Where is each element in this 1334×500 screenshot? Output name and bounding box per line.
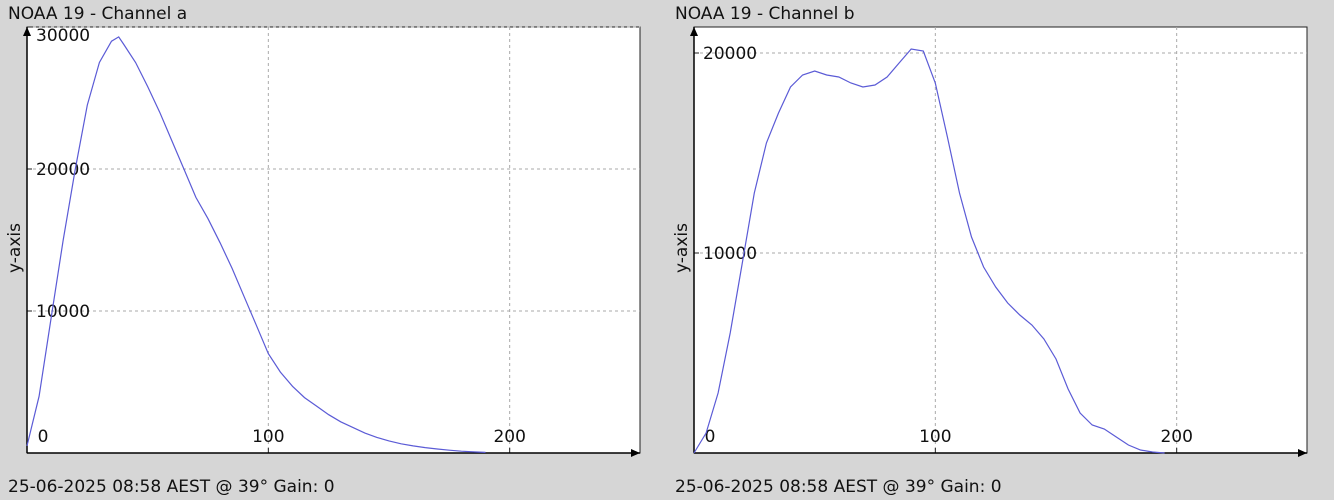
chart-title: NOAA 19 - Channel a	[8, 4, 187, 24]
y-axis-arrow	[690, 27, 698, 36]
x-tick-label: 200	[493, 427, 525, 447]
footer-status: 25-06-2025 08:58 AEST @ 39° Gain: 0	[675, 477, 1002, 497]
y-tick-label: 10000	[36, 302, 90, 322]
y-axis-label: y-axis	[672, 223, 692, 273]
plot-area	[693, 26, 1308, 454]
chart-title: NOAA 19 - Channel b	[675, 4, 855, 24]
y-tick-label: 10000	[703, 244, 757, 264]
y-tick-label: 20000	[703, 44, 757, 64]
x-tick-label: 100	[252, 427, 284, 447]
y-tick-label: 20000	[36, 160, 90, 180]
y-axis-arrow	[23, 27, 31, 36]
x-tick-label: 100	[919, 427, 951, 447]
y-tick-label: 30000	[36, 26, 90, 46]
data-line	[693, 48, 1165, 454]
x-axis-arrow	[1298, 449, 1307, 457]
x-tick-label: 200	[1160, 427, 1192, 447]
chart-panel: NOAA 19 - Channel a 25-06-2025 08:58 AEST…	[5, 4, 641, 497]
y-axis-label: y-axis	[5, 223, 25, 273]
x-tick-label: 0	[38, 427, 49, 447]
x-tick-label: 0	[705, 427, 716, 447]
plot-area	[26, 26, 641, 454]
data-line	[26, 36, 486, 453]
x-axis-arrow	[631, 449, 640, 457]
chart-panel: NOAA 19 - Channel b 25-06-2025 08:58 AEST…	[672, 4, 1308, 497]
footer-status: 25-06-2025 08:58 AEST @ 39° Gain: 0	[8, 477, 335, 497]
